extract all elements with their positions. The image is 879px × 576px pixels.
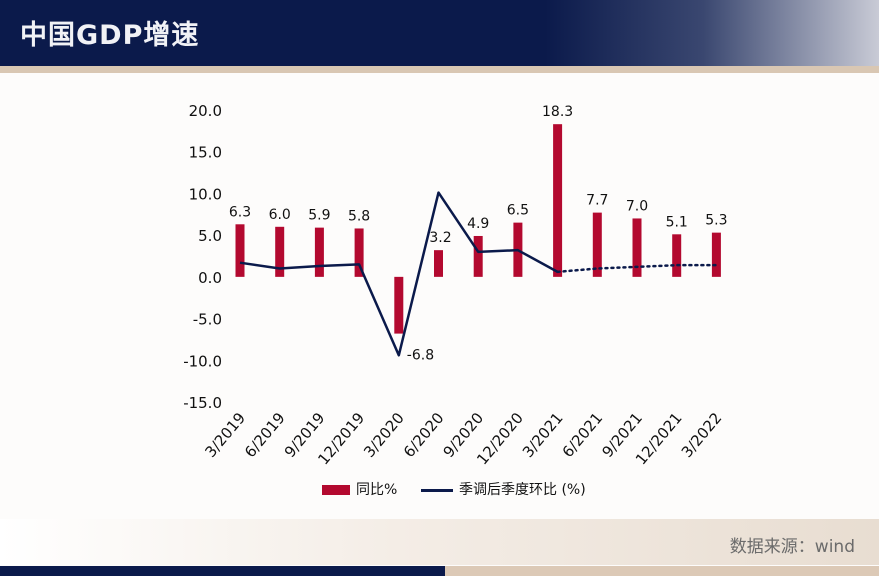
data-label: 3.2 xyxy=(429,230,451,246)
legend-swatch-line xyxy=(421,488,453,492)
x-axis: 3/20196/20199/201912/20193/20206/20209/2… xyxy=(201,409,725,468)
legend-item-qoq: 季调后季度环比 (%) xyxy=(421,479,586,499)
bar-3-2021 xyxy=(553,124,563,277)
footer-band xyxy=(0,519,879,565)
y-tick-label: 10.0 xyxy=(189,185,222,203)
data-label: -6.8 xyxy=(407,348,434,364)
x-tick-label: 6/2019 xyxy=(241,409,289,461)
bottom-stripe-tan xyxy=(445,566,879,576)
x-tick-label: 3/2020 xyxy=(360,409,408,461)
data-label: 5.9 xyxy=(308,208,330,224)
data-label: 4.9 xyxy=(467,216,489,232)
y-tick-label: -15.0 xyxy=(183,394,222,412)
y-axis: 20.0 15.0 10.0 5.0 0.0 -5.0 -10.0 -15.0 xyxy=(183,102,222,412)
x-tick-label: 6/2020 xyxy=(400,409,448,461)
qoq-line-dotted xyxy=(556,263,718,274)
page-title: 中国GDP增速 xyxy=(20,20,200,51)
bar-6-2019 xyxy=(275,226,285,277)
y-tick-label: 5.0 xyxy=(198,227,222,245)
bar-9-2020 xyxy=(473,235,483,277)
x-tick-label: 3/2022 xyxy=(678,409,726,461)
y-tick-label: 20.0 xyxy=(189,102,222,120)
bar-6-2021 xyxy=(592,212,602,277)
data-label: 5.8 xyxy=(348,208,370,224)
data-label: 7.0 xyxy=(626,198,648,214)
bar-3-2022 xyxy=(711,232,721,277)
y-tick-label: 15.0 xyxy=(189,144,222,162)
bar-3-2019 xyxy=(235,224,245,277)
data-label: 6.0 xyxy=(269,207,291,223)
legend-label-qoq: 季调后季度环比 (%) xyxy=(459,482,586,498)
data-label: 6.5 xyxy=(507,203,529,219)
bar-12-2021 xyxy=(672,234,682,277)
x-tick-label: 6/2021 xyxy=(559,409,607,461)
y-tick-label: -5.0 xyxy=(193,311,222,329)
bar-3-2020 xyxy=(394,276,404,334)
gdp-chart: 20.0 15.0 10.0 5.0 0.0 -5.0 -10.0 -15.0 6.3 6.0 5… xyxy=(183,102,728,468)
header-bar: 中国GDP增速 xyxy=(0,0,879,66)
data-source: 数据来源：wind xyxy=(729,537,855,557)
qoq-line-solid xyxy=(239,191,559,357)
bar-6-2020 xyxy=(434,250,443,277)
bottom-stripe-navy xyxy=(0,566,445,576)
legend-label-yoy: 同比% xyxy=(356,482,398,498)
data-label: 18.3 xyxy=(542,104,573,120)
data-label: 5.3 xyxy=(705,213,727,229)
bar-12-2019 xyxy=(354,228,364,277)
data-labels: 6.3 6.0 5.9 5.8 -6.8 3.2 4.9 6.5 18.3 7.7 7.0 5.1 5.… xyxy=(229,104,728,363)
y-tick-label: -10.0 xyxy=(183,352,222,370)
data-label: 6.3 xyxy=(229,204,251,220)
x-tick-label: 3/2021 xyxy=(519,409,567,461)
bar-9-2021 xyxy=(632,218,642,277)
data-label: 7.7 xyxy=(586,193,608,209)
header-divider xyxy=(0,66,879,73)
y-tick-label: 0.0 xyxy=(198,269,222,287)
data-label: 5.1 xyxy=(666,214,688,230)
legend-swatch-bar xyxy=(322,485,350,495)
x-tick-label: 3/2019 xyxy=(201,409,249,461)
legend-item-yoy: 同比% xyxy=(322,479,397,499)
bar-9-2019 xyxy=(314,227,324,277)
line-series xyxy=(239,191,718,357)
